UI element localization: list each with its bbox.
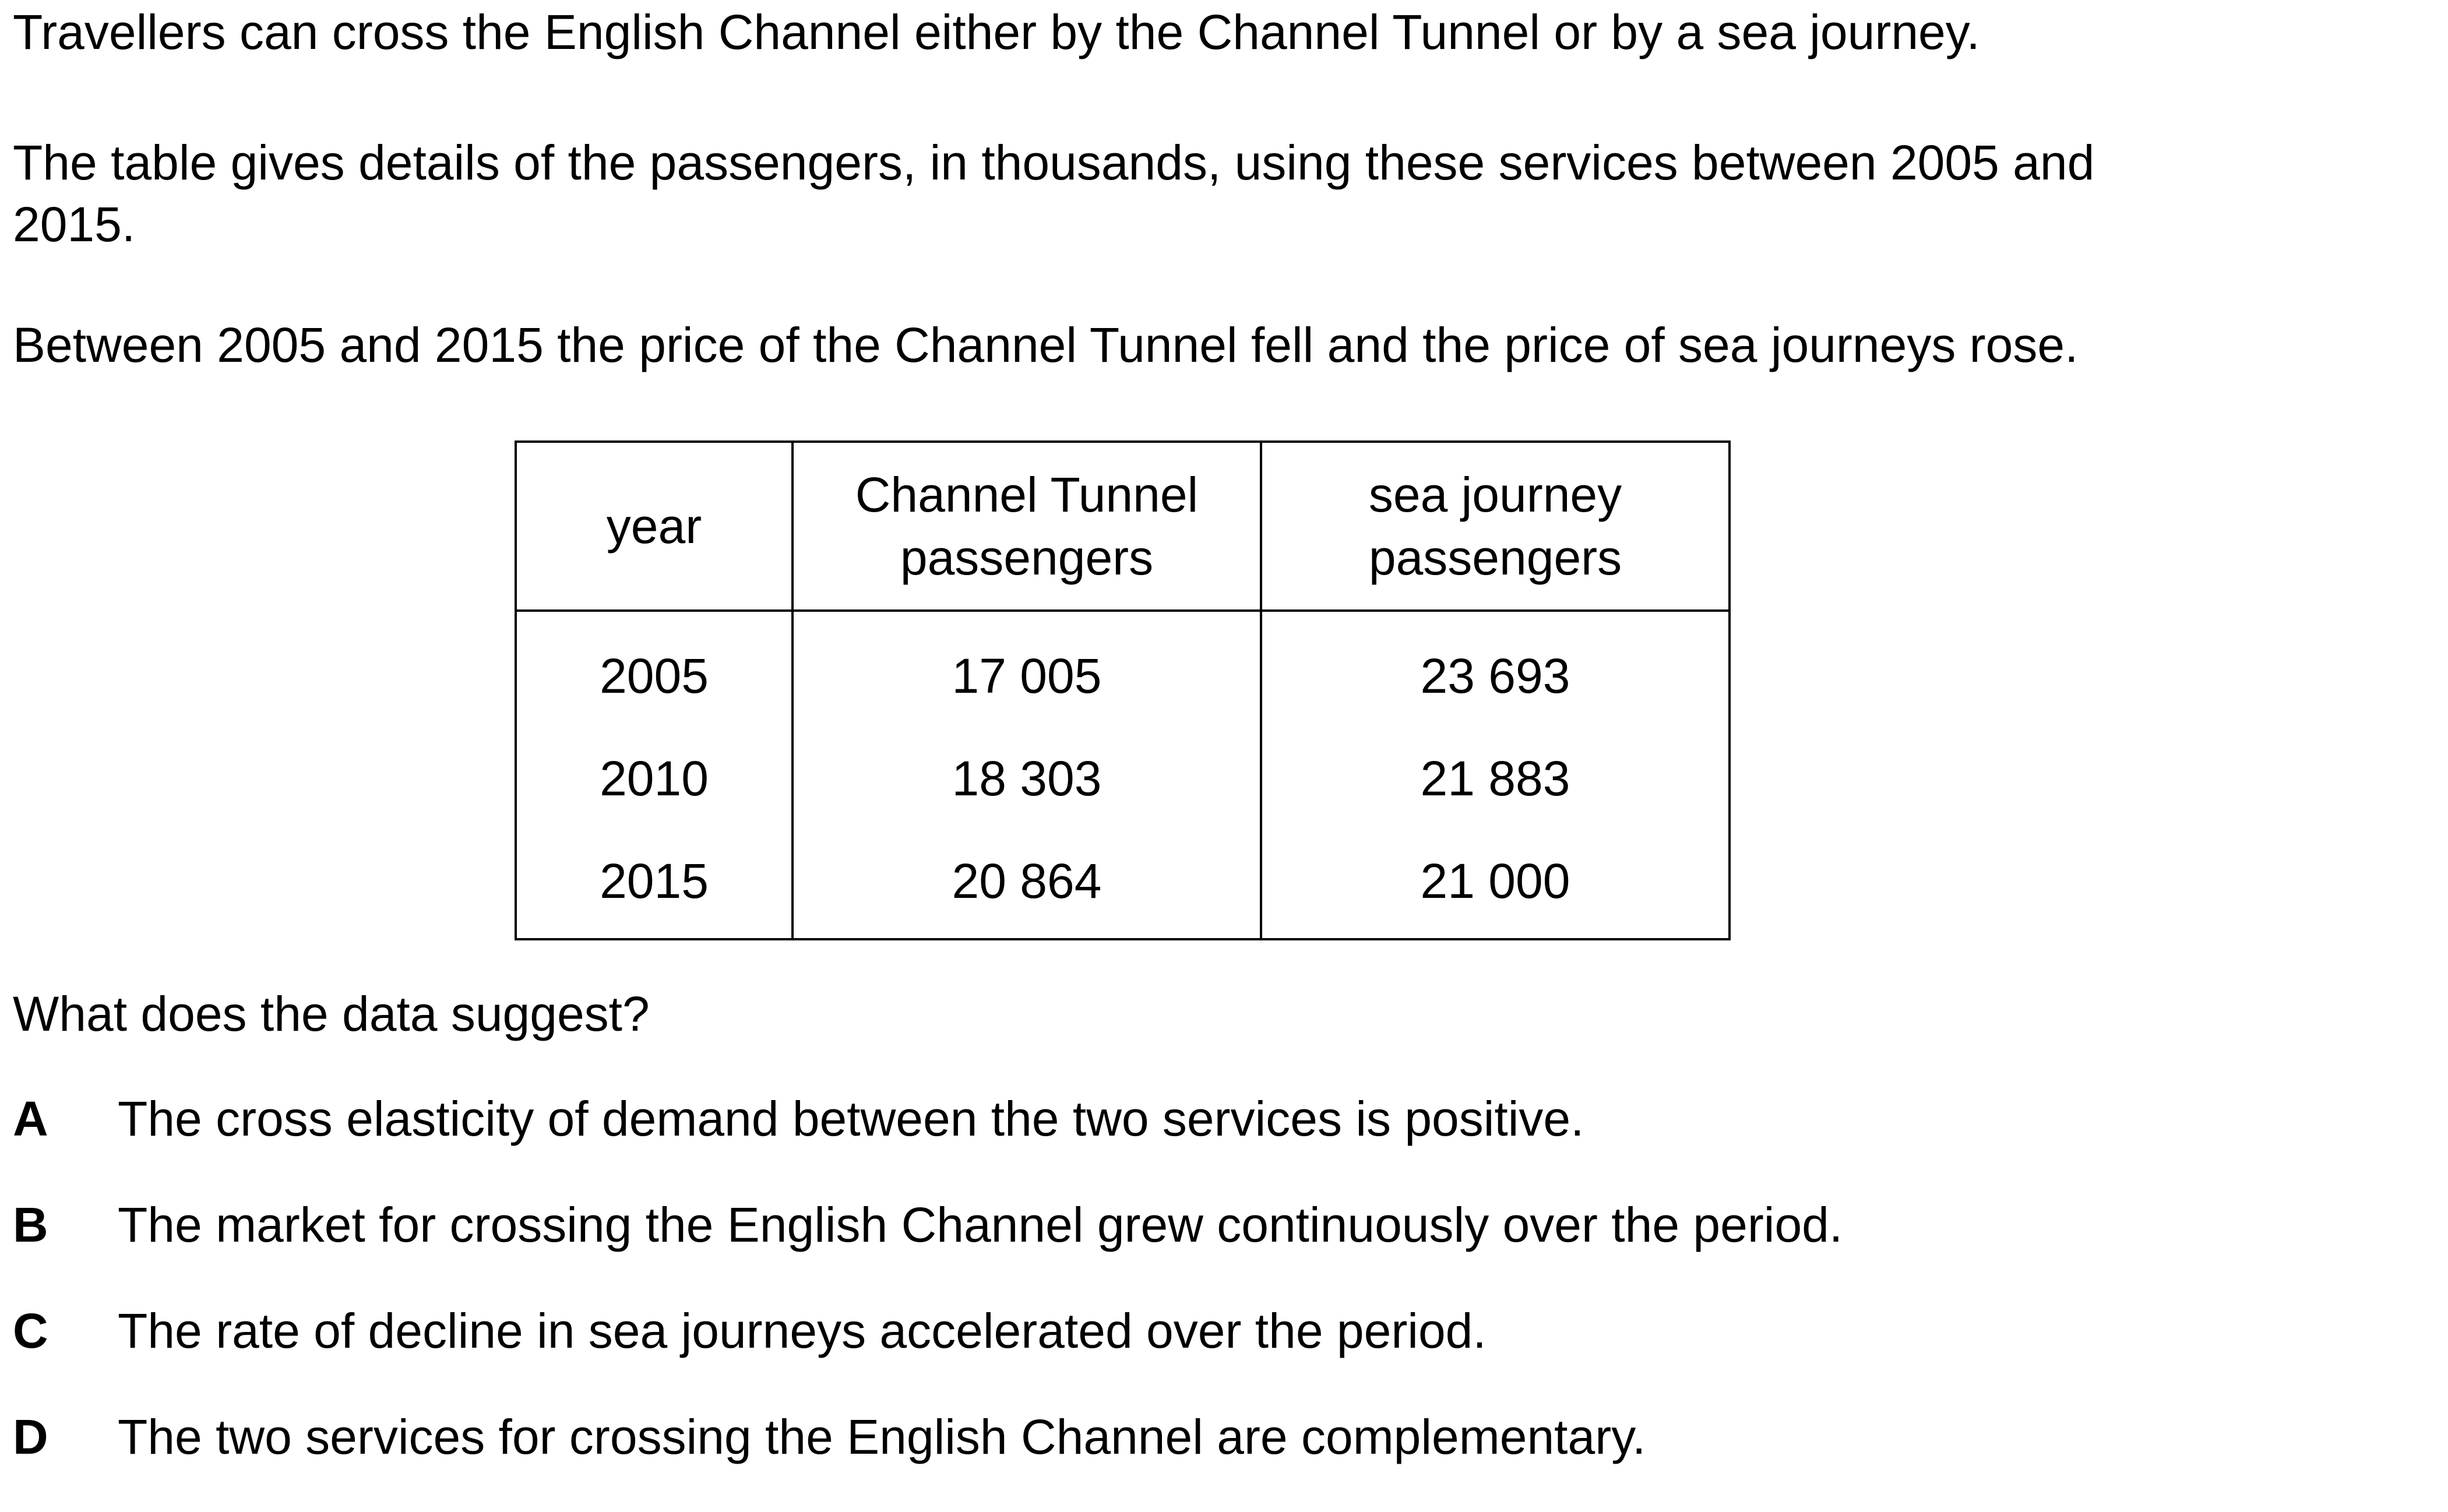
option-text: The rate of decline in sea journeys acce… bbox=[118, 1303, 1487, 1358]
header-channel-tunnel-passengers: Channel Tunnel passengers bbox=[791, 440, 1262, 612]
intro-sentence-2: The table gives details of the passenger… bbox=[13, 132, 2094, 255]
intro-sentence-2-line-1: The table gives details of the passenger… bbox=[13, 135, 2095, 190]
header-sea-line-1: sea journey bbox=[1368, 467, 1622, 522]
cell-year: 2015 bbox=[515, 830, 794, 940]
cell-year: 2010 bbox=[515, 727, 794, 830]
cell-tunnel-passengers: 17 005 bbox=[791, 611, 1262, 727]
intro-sentence-1: Travellers can cross the English Channel… bbox=[13, 5, 1980, 59]
option-letter: A bbox=[13, 1091, 48, 1146]
header-sea-journey-passengers: sea journey passengers bbox=[1260, 440, 1731, 612]
option-text: The two services for crossing the Englis… bbox=[118, 1409, 1646, 1464]
table-row: 2010 18 303 21 883 bbox=[515, 727, 1731, 830]
option-letter: C bbox=[13, 1303, 48, 1358]
option-text: The cross elasticity of demand between t… bbox=[118, 1091, 1584, 1146]
option-letter: B bbox=[13, 1197, 48, 1252]
header-sea-line-2: passengers bbox=[1368, 530, 1622, 585]
table-header-row: year Channel Tunnel passengers sea journ… bbox=[515, 440, 1731, 612]
answer-options: A The cross elasticity of demand between… bbox=[13, 1088, 1843, 1512]
option-b[interactable]: B The market for crossing the English Ch… bbox=[13, 1194, 1843, 1300]
table-row: 2015 20 864 21 000 bbox=[515, 830, 1731, 940]
header-year: year bbox=[515, 440, 794, 612]
option-d[interactable]: D The two services for crossing the Engl… bbox=[13, 1406, 1843, 1512]
cell-sea-passengers: 21 883 bbox=[1260, 727, 1731, 830]
question-text: What does the data suggest? bbox=[13, 986, 650, 1041]
cell-year: 2005 bbox=[515, 611, 794, 727]
option-c[interactable]: C The rate of decline in sea journeys ac… bbox=[13, 1300, 1843, 1406]
option-letter: D bbox=[13, 1409, 48, 1464]
cell-tunnel-passengers: 20 864 bbox=[791, 830, 1262, 940]
header-tunnel-line-2: passengers bbox=[900, 530, 1154, 585]
cell-tunnel-passengers: 18 303 bbox=[791, 727, 1262, 830]
option-text: The market for crossing the English Chan… bbox=[118, 1197, 1843, 1252]
header-tunnel-line-1: Channel Tunnel bbox=[855, 467, 1199, 522]
option-a[interactable]: A The cross elasticity of demand between… bbox=[13, 1088, 1843, 1194]
intro-sentence-2-line-2: 2015. bbox=[13, 197, 136, 252]
cell-sea-passengers: 21 000 bbox=[1260, 830, 1731, 940]
cell-sea-passengers: 23 693 bbox=[1260, 611, 1731, 727]
table-row: 2005 17 005 23 693 bbox=[515, 611, 1731, 727]
passenger-table: year Channel Tunnel passengers sea journ… bbox=[515, 440, 1731, 940]
intro-sentence-3: Between 2005 and 2015 the price of the C… bbox=[13, 318, 2079, 372]
